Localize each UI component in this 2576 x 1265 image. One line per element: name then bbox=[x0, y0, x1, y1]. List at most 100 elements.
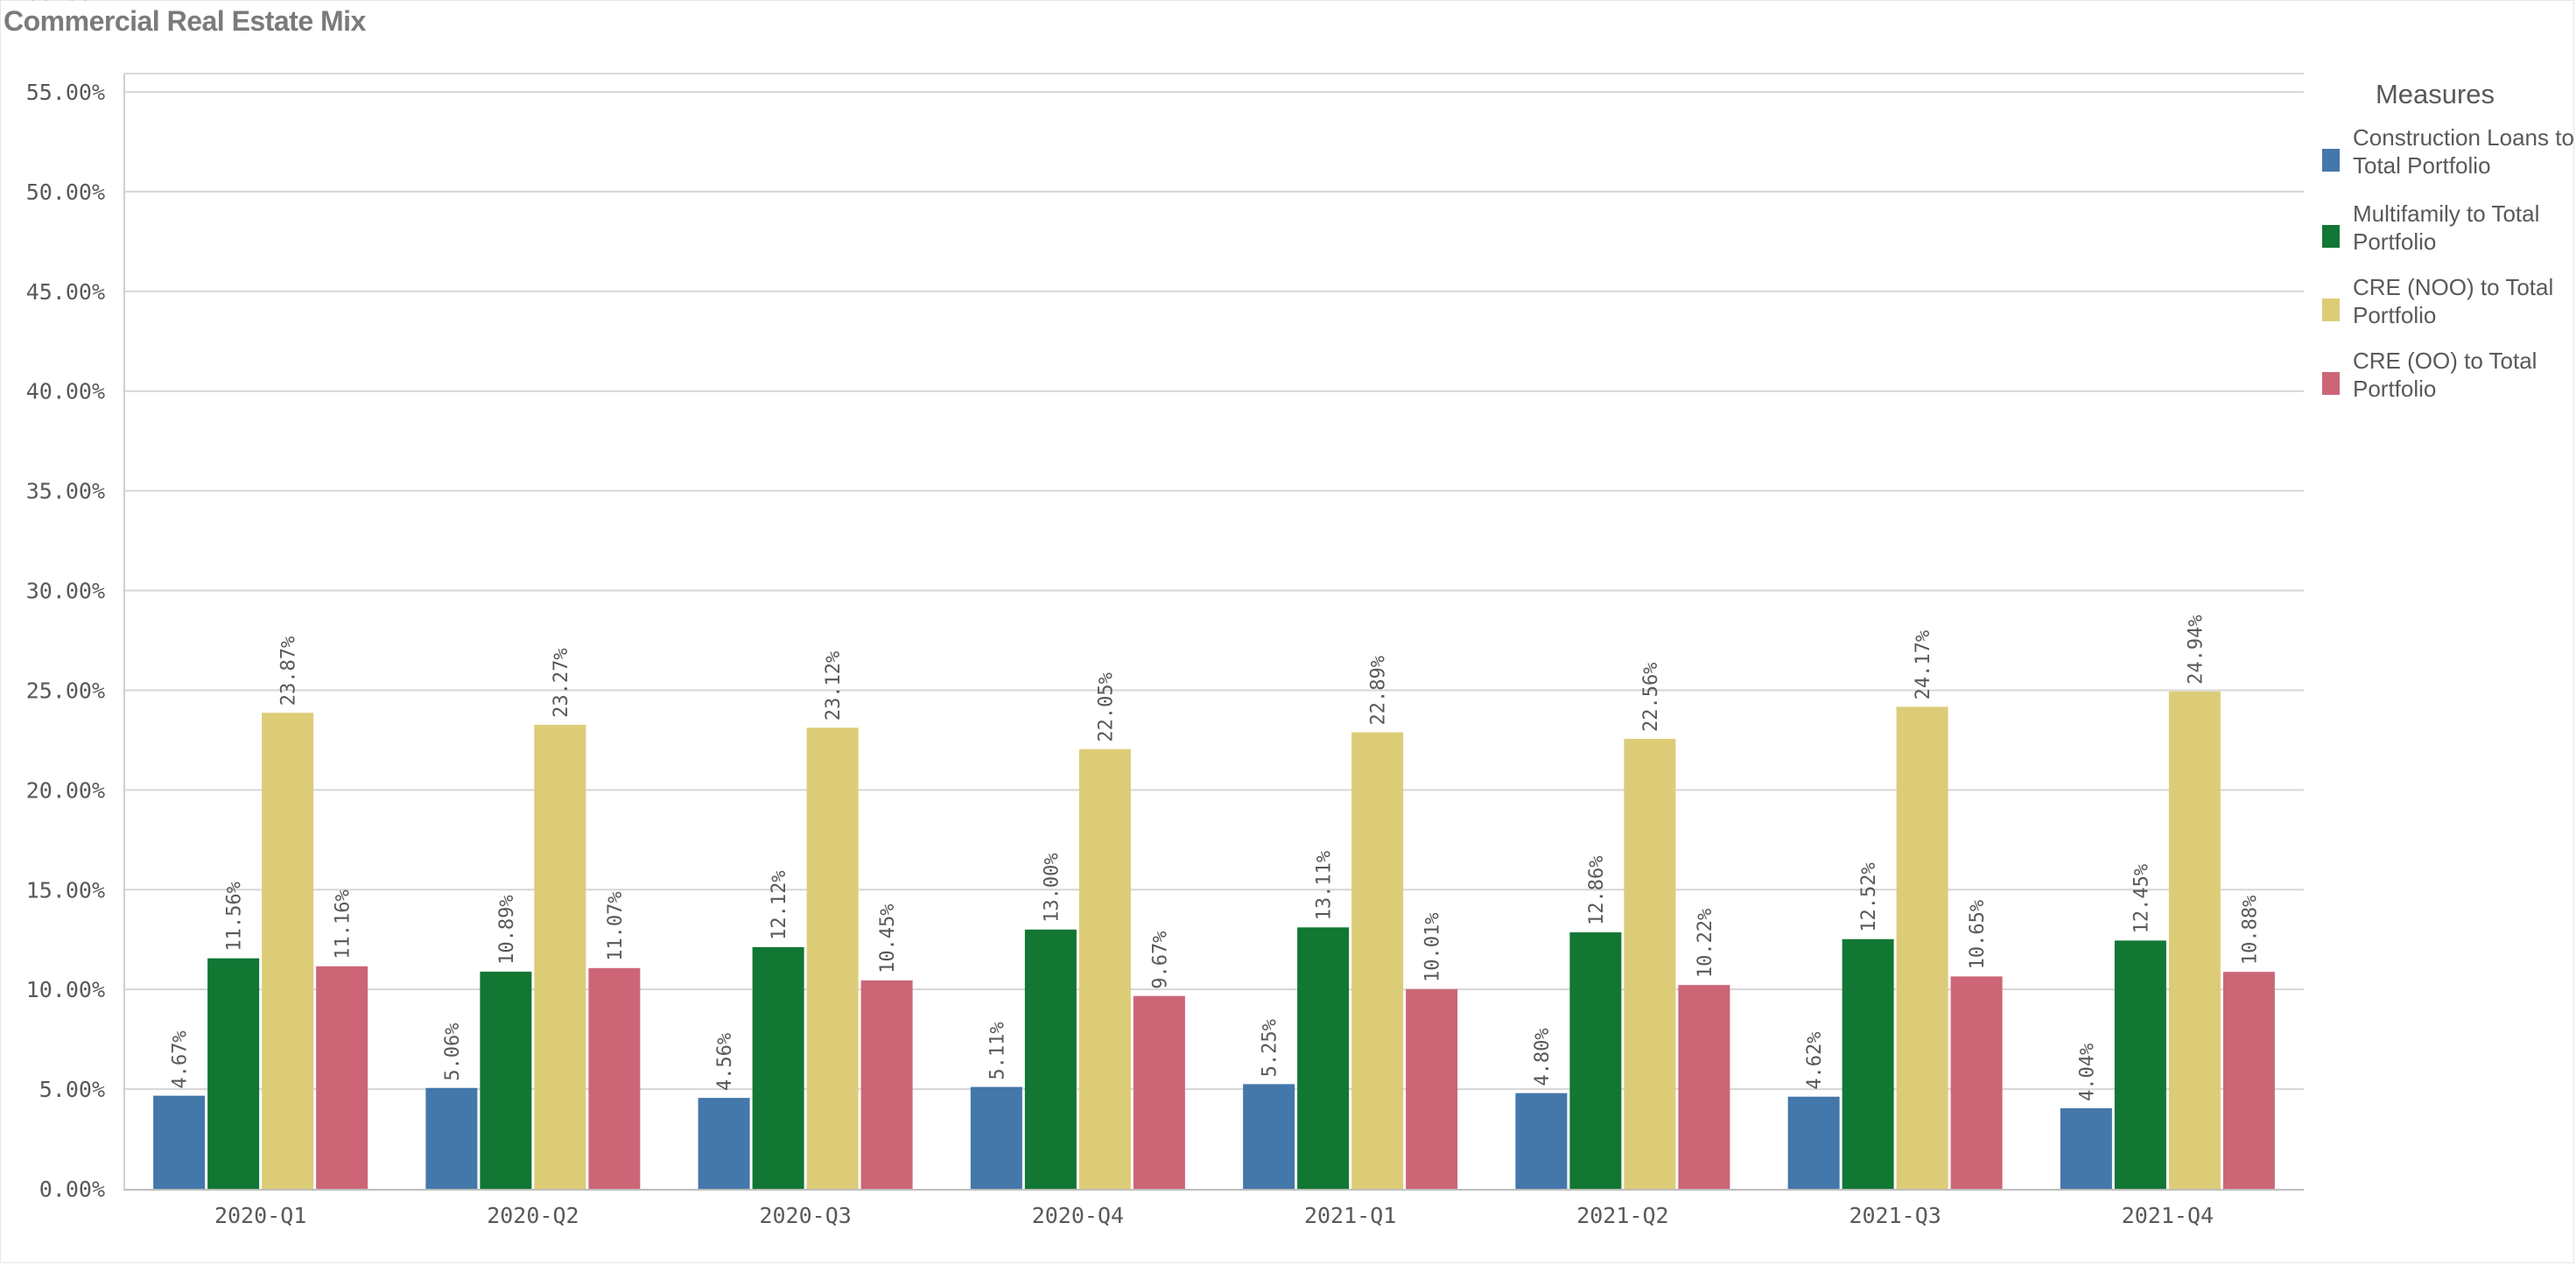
data-label: 10.89% bbox=[496, 895, 518, 964]
data-label: 12.52% bbox=[1858, 862, 1880, 931]
x-tick-label: 2021-Q3 bbox=[1849, 1203, 1941, 1228]
legend-swatch bbox=[2322, 225, 2340, 248]
bar bbox=[860, 980, 913, 1189]
data-label: 23.27% bbox=[551, 648, 572, 717]
data-label: 5.11% bbox=[986, 1022, 1008, 1079]
x-tick-label: 2021-Q2 bbox=[1576, 1203, 1668, 1228]
y-tick-label: 60.00% bbox=[26, 0, 105, 5]
y-tick-label: 30.00% bbox=[26, 579, 105, 604]
y-tick-label: 25.00% bbox=[26, 678, 105, 703]
data-label: 22.05% bbox=[1095, 672, 1117, 741]
data-label: 10.22% bbox=[1695, 909, 1716, 978]
legend-entry: Construction Loans to Total Portfolio bbox=[2353, 124, 2574, 179]
bar bbox=[534, 724, 586, 1189]
data-label: 10.01% bbox=[1422, 912, 1444, 981]
data-label: 5.25% bbox=[1260, 1019, 1281, 1077]
x-axis-ticks: 2020-Q1 2020-Q2 2020-Q3 2020-Q4 2021-Q1 2021-… bbox=[214, 1203, 2214, 1228]
bars bbox=[153, 691, 2275, 1189]
legend-swatch bbox=[2322, 372, 2340, 395]
bar bbox=[1515, 1093, 1568, 1189]
data-label: 11.16% bbox=[333, 889, 354, 959]
bar bbox=[2114, 940, 2166, 1189]
data-label: 23.12% bbox=[823, 651, 845, 720]
legend-swatch bbox=[2322, 149, 2340, 172]
x-tick-label: 2021-Q1 bbox=[1304, 1203, 1396, 1228]
y-tick-label: 55.00% bbox=[26, 80, 105, 105]
y-tick-label: 40.00% bbox=[26, 379, 105, 404]
x-tick-label: 2021-Q4 bbox=[2122, 1203, 2214, 1228]
bar bbox=[1896, 706, 1948, 1189]
x-tick-label: 2020-Q4 bbox=[1032, 1203, 1124, 1228]
data-label: 9.67% bbox=[1149, 931, 1171, 988]
bar bbox=[1024, 929, 1077, 1189]
bar bbox=[1297, 927, 1350, 1189]
data-label: 12.86% bbox=[1586, 856, 1608, 925]
bar bbox=[588, 967, 641, 1189]
data-label: 13.11% bbox=[1314, 851, 1336, 920]
legend-entry: CRE (OO) to Total Portfolio bbox=[2353, 348, 2537, 402]
bar bbox=[1678, 985, 1730, 1189]
y-tick-label: 50.00% bbox=[26, 179, 105, 205]
bar bbox=[1351, 732, 1404, 1189]
bar bbox=[425, 1087, 478, 1189]
bar bbox=[262, 713, 314, 1189]
bar bbox=[207, 958, 260, 1189]
x-tick-label: 2020-Q2 bbox=[487, 1203, 579, 1228]
data-label: 4.80% bbox=[1532, 1028, 1554, 1086]
bar bbox=[1078, 748, 1131, 1189]
data-label: 23.87% bbox=[278, 636, 300, 706]
data-label: 22.56% bbox=[1640, 663, 1662, 732]
data-label: 10.45% bbox=[877, 903, 899, 973]
bar bbox=[1624, 739, 1676, 1189]
bar bbox=[970, 1086, 1022, 1189]
data-label: 24.17% bbox=[1913, 630, 1934, 699]
bar bbox=[806, 727, 859, 1189]
chart-title: Commercial Real Estate Mix bbox=[4, 5, 366, 37]
data-label: 10.65% bbox=[1967, 900, 1989, 969]
data-label: 5.06% bbox=[442, 1023, 464, 1080]
bar bbox=[1787, 1096, 1840, 1189]
data-label: 10.88% bbox=[2239, 896, 2261, 965]
bar bbox=[1133, 995, 1185, 1189]
y-tick-label: 45.00% bbox=[26, 279, 105, 305]
legend-entry: CRE (NOO) to Total Portfolio bbox=[2353, 274, 2553, 328]
data-label: 11.56% bbox=[224, 882, 246, 951]
y-axis-ticks: 0.00% 5.00% 10.00% 15.00% 20.00% 25.00% 30.00%… bbox=[26, 0, 105, 1202]
bar bbox=[480, 971, 532, 1189]
legend-entry: Multifamily to Total Portfolio bbox=[2353, 200, 2539, 255]
y-tick-label: 10.00% bbox=[26, 977, 105, 1002]
bar bbox=[752, 946, 804, 1189]
data-label: 12.45% bbox=[2130, 864, 2152, 933]
bar bbox=[153, 1095, 206, 1189]
x-tick-label: 2020-Q1 bbox=[214, 1203, 306, 1228]
data-label: 4.67% bbox=[170, 1030, 192, 1088]
bar bbox=[316, 966, 369, 1189]
legend-title: Measures bbox=[2376, 79, 2495, 109]
y-tick-label: 15.00% bbox=[26, 877, 105, 903]
data-label: 4.62% bbox=[1804, 1032, 1826, 1090]
bar bbox=[2168, 691, 2221, 1189]
y-tick-label: 0.00% bbox=[39, 1177, 105, 1202]
data-label: 4.04% bbox=[2076, 1044, 2098, 1101]
bar bbox=[1842, 938, 1894, 1189]
legend: Measures Construction Loans to Total Portf… bbox=[2322, 79, 2574, 402]
data-label: 12.12% bbox=[769, 870, 790, 939]
data-label: 22.89% bbox=[1368, 656, 1390, 725]
data-label: 11.07% bbox=[605, 891, 627, 960]
x-tick-label: 2020-Q3 bbox=[759, 1203, 851, 1228]
data-label: 24.94% bbox=[2185, 615, 2207, 684]
legend-swatch bbox=[2322, 299, 2340, 321]
y-tick-label: 5.00% bbox=[39, 1077, 105, 1102]
bar bbox=[1406, 988, 1458, 1189]
data-label: 13.00% bbox=[1041, 853, 1063, 922]
data-label: 4.56% bbox=[714, 1033, 736, 1091]
bar bbox=[1243, 1084, 1295, 1189]
data-labels: 4.67% 11.56% 23.87% 11.16% 5.06% 10.89% 23.27%… bbox=[170, 615, 2262, 1101]
bar bbox=[2222, 972, 2275, 1189]
bar bbox=[698, 1098, 750, 1189]
bar bbox=[2060, 1107, 2112, 1189]
bar bbox=[1950, 976, 2003, 1189]
bar bbox=[1569, 932, 1622, 1189]
y-tick-label: 35.00% bbox=[26, 479, 105, 504]
